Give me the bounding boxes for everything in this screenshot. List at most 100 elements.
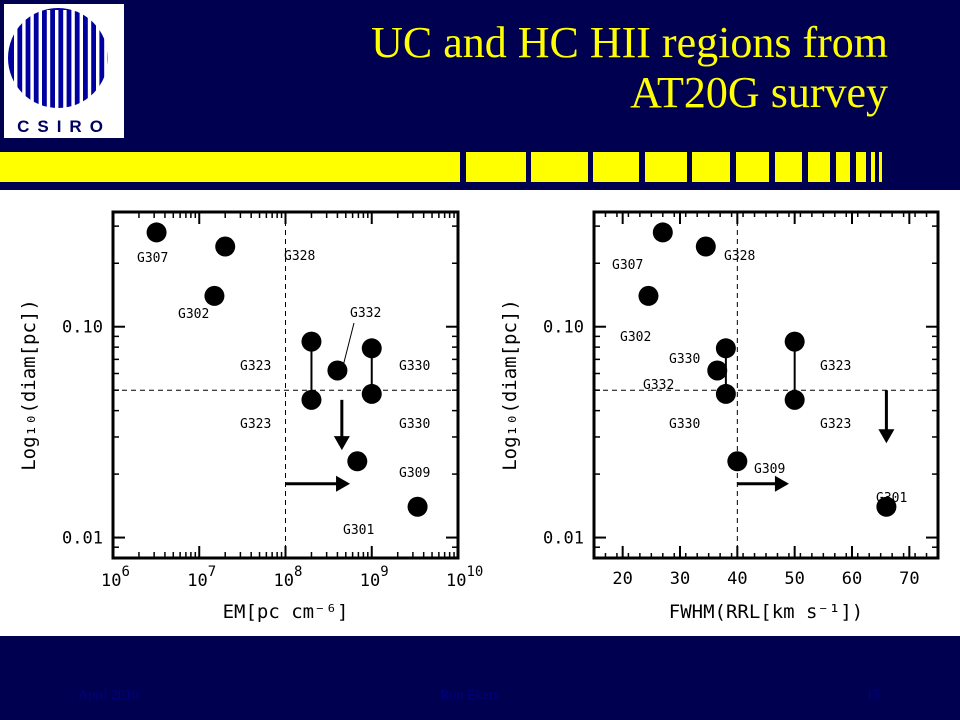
x-tick-label: 108 [274,564,303,591]
x-tick-exponent: 6 [121,564,129,580]
point-label: G332 [643,378,674,393]
data-point [301,389,322,410]
title-stripe [692,152,730,182]
x-tick-exponent: 9 [380,564,388,580]
data-point [695,236,716,257]
title-stripe [871,152,875,182]
point-label: G302 [178,307,209,322]
point-label: G330 [669,352,700,367]
point-label: G302 [620,330,651,345]
data-point [876,496,897,517]
point-label: G323 [240,417,271,432]
data-point [327,360,348,381]
data-point [638,285,659,306]
slide-footer: April 2010 Ron Ekers 15 [0,636,960,720]
x-tick-label: 40 [727,569,747,589]
point-label: G323 [820,417,851,432]
data-point [652,222,673,243]
logo-stripe [30,10,34,108]
data-point [727,451,748,472]
x-tick-label: 50 [784,569,804,589]
point-label: G323 [820,359,851,374]
title-line-2: AT20G survey [630,68,888,117]
y-tick-label: 0.01 [62,529,103,549]
point-label: G330 [399,359,430,374]
footer-author: Ron Ekers [440,688,499,703]
y-tick-label: 0.01 [543,529,584,549]
slide-header: CSIRO UC and HC HII regions from AT20G s… [0,0,960,190]
label-leader-line [339,322,355,379]
logo-stripe [63,10,67,108]
logo-stripe [79,10,83,108]
data-point [784,389,805,410]
x-axis-label: FWHM(RRL[km s⁻¹]) [669,601,863,623]
slide-content: 106 107 108 109 1010 0.10 0.01 EM[pc cm⁻⁶] Log₁₀… [0,190,960,636]
point-label: G330 [399,417,430,432]
data-point [301,331,322,352]
data-point [215,236,236,257]
x-tick-exponent: 7 [208,564,216,580]
logo-stripe [38,10,42,108]
y-tick-label: 0.10 [543,318,584,338]
x-tick-label: 109 [360,564,389,591]
data-point [715,383,736,404]
x-tick-label: 70 [899,569,919,589]
title-stripe [0,152,460,182]
x-tick-label: 107 [187,564,216,591]
logo-stripe [104,10,108,108]
point-label: G323 [240,359,271,374]
logo-text: CSIRO [17,117,111,136]
point-label: G307 [137,251,168,266]
data-point [361,338,382,359]
point-label: G328 [724,249,755,264]
title-stripe [775,152,802,182]
title-stripe [466,152,526,182]
title-stripe [645,152,687,182]
logo-stripe [71,10,75,108]
title-stripe [856,152,866,182]
title-stripe [736,152,769,182]
charts-canvas: 106 107 108 109 1010 0.10 0.01 EM[pc cm⁻⁶] Log₁₀… [18,210,940,623]
logo-stripe [55,10,59,108]
point-label: G309 [399,466,430,481]
point-label: G301 [343,523,374,538]
title-stripe [593,152,639,182]
point-label: G328 [284,249,315,264]
logo-stripe [96,10,100,108]
data-point [146,222,167,243]
data-point [407,496,428,517]
limit-arrow-head [878,429,895,444]
x-tick-label: 20 [612,569,632,589]
slide-title: UC and HC HII regions from AT20G survey [150,18,888,118]
footer-page-number: 15 [866,688,880,703]
chart-2: 20 30 40 50 60 70 0.10 0.01 FWHM(RRL[km s⁻¹]) Log… [499,210,940,623]
limit-arrow-head [336,475,351,492]
footer-date: April 2010 [78,688,140,703]
data-point [347,451,368,472]
y-axis-label: Log₁₀(diam[pc]) [499,299,521,471]
title-stripe [836,152,850,182]
point-label: G330 [669,417,700,432]
limit-arrow-head [333,436,350,451]
point-label: G309 [754,462,785,477]
title-stripe [808,152,830,182]
title-underline-stripes [0,152,882,182]
logo-stripe [14,10,18,108]
x-tick-label: 106 [101,564,130,591]
logo-stripe [22,10,26,108]
data-point [361,383,382,404]
data-point [204,285,225,306]
logo-stripe [87,10,92,108]
csiro-logo: CSIRO [4,4,124,138]
data-point [715,338,736,359]
x-axis-label: EM[pc cm⁻⁶] [223,601,349,623]
y-axis-label: Log₁₀(diam[pc]) [18,299,40,471]
title-stripe [531,152,588,182]
point-label: G307 [612,258,643,273]
point-label: G301 [876,491,907,506]
x-tick-label: 60 [842,569,862,589]
x-tick-label: 1010 [446,564,483,591]
title-line-1: UC and HC HII regions from [371,18,888,67]
data-point [784,331,805,352]
